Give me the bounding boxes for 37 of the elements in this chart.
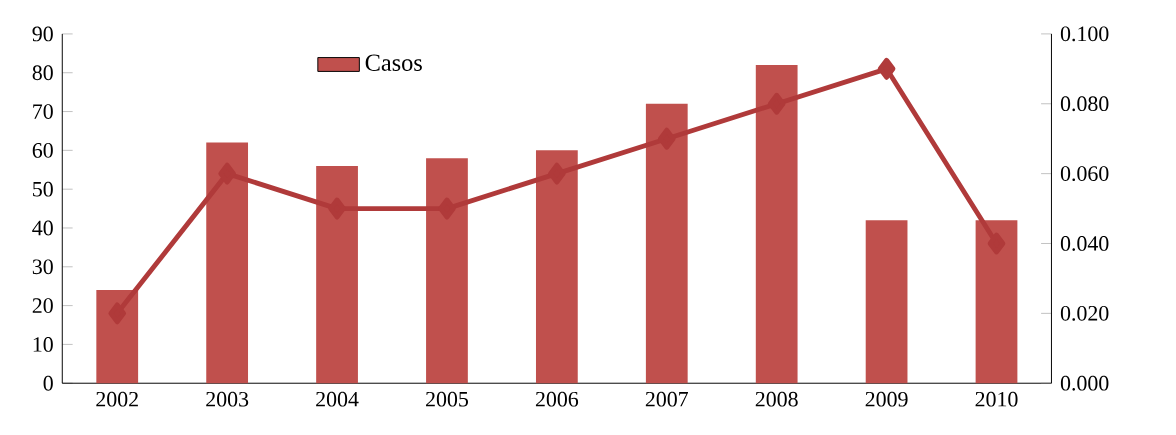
bar — [975, 220, 1018, 384]
bar — [755, 64, 798, 384]
x-tick-label: 2002 — [96, 391, 138, 407]
bar — [865, 220, 908, 384]
x-tick-label: 2005 — [426, 391, 468, 407]
bar — [426, 158, 468, 384]
point — [328, 197, 346, 220]
y-tick-label: 80 — [32, 65, 53, 81]
x-tick-label: 2009 — [865, 391, 908, 407]
y2-tick-label: 0.040 — [1060, 236, 1109, 251]
x-tick-label: 2003 — [206, 391, 249, 407]
bar — [96, 290, 139, 384]
x-tick-label: 2004 — [316, 391, 359, 407]
y-tick-label: 50 — [33, 181, 53, 197]
bar — [645, 103, 688, 384]
y-tick-label: 30 — [32, 259, 53, 275]
x-tick-label: 2007 — [645, 391, 689, 407]
x-tick-label: 2006 — [535, 391, 579, 407]
y-tick-label: 70 — [33, 104, 53, 119]
y2-tick-label: 0.060 — [1060, 166, 1109, 182]
bar — [535, 150, 578, 384]
y-tick-label: 40 — [32, 220, 53, 236]
y-tick-label: 60 — [32, 142, 53, 158]
y-tick-label: 0 — [43, 375, 53, 391]
y2-tick-label: 0.080 — [1060, 96, 1109, 112]
legend-label: Casos — [365, 54, 422, 71]
y2-tick-label: 0.000 — [1060, 375, 1109, 391]
y-tick-label: 10 — [33, 336, 53, 352]
point — [877, 57, 896, 80]
bar — [316, 165, 358, 384]
y-tick-label: 90 — [32, 26, 53, 42]
x-tick-label: 2008 — [755, 391, 798, 407]
bar — [206, 142, 249, 384]
y2-tick-label: 0.100 — [1060, 26, 1109, 42]
y2-tick-label: 0.020 — [1060, 305, 1109, 321]
x-tick-label: 2010 — [975, 391, 1018, 407]
y-tick-label: 20 — [32, 298, 53, 313]
